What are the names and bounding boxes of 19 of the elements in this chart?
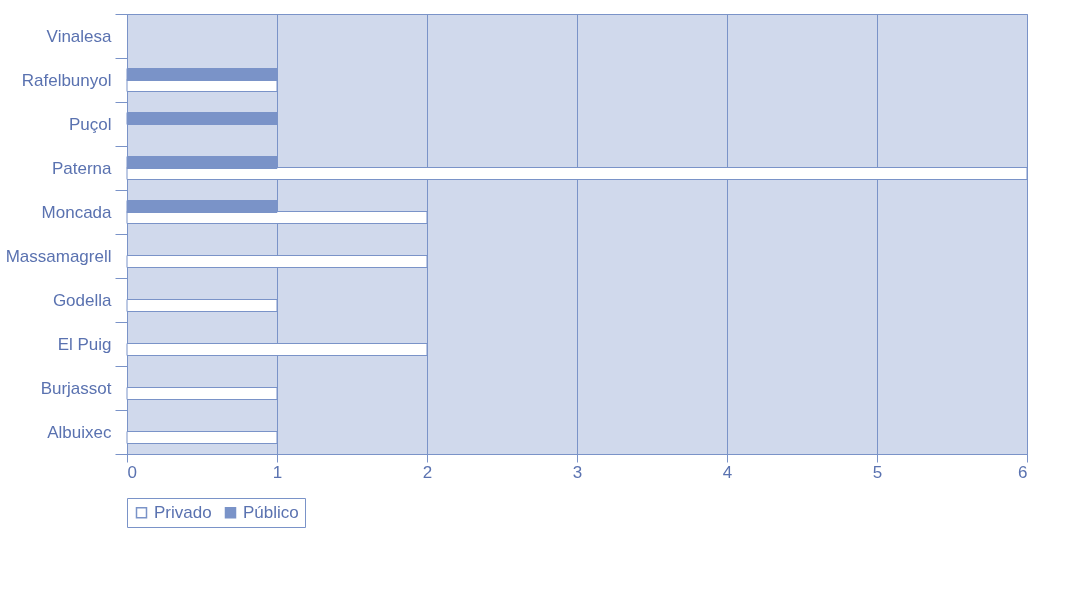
x-tick-label: 1 (272, 462, 283, 482)
y-tick-label: Rafelbunyol (21, 70, 112, 90)
y-tick-label: Albuixec (47, 422, 112, 442)
y-tick-label: Paterna (51, 158, 113, 178)
x-tick-label: 3 (572, 462, 583, 482)
x-tick-label: 4 (722, 462, 733, 482)
y-tick-label: Godella (52, 290, 113, 310)
x-tick-label: 0 (127, 462, 137, 482)
legend-label: Privado (154, 502, 212, 522)
y-tick-label: Puçol (68, 114, 112, 134)
y-tick-label: Vinalesa (46, 26, 113, 46)
y-tick-label: El Puig (57, 334, 112, 354)
x-tick-label: 6 (1018, 462, 1028, 482)
y-tick-label: Moncada (41, 202, 113, 222)
y-tick-label: Burjassot (40, 378, 112, 398)
x-tick-label: 5 (872, 462, 883, 482)
x-tick-label: 2 (422, 462, 433, 482)
legend-label: Público (243, 502, 299, 522)
y-tick-label: Massamagrell (5, 246, 112, 266)
